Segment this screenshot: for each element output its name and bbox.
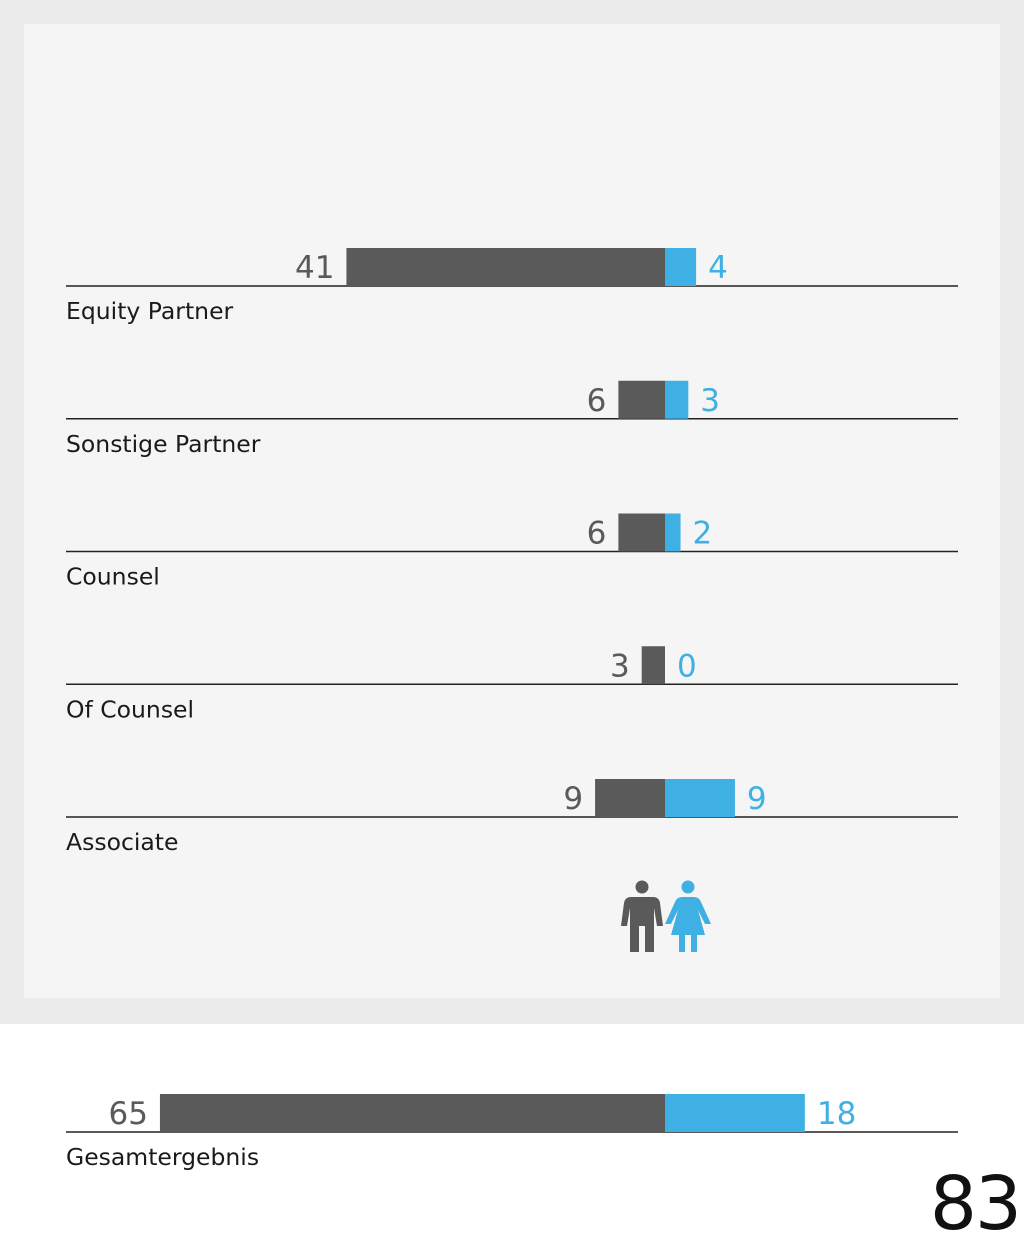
bar-men (618, 380, 665, 419)
value-label-women: 2 (693, 516, 713, 552)
chart-panel (24, 24, 1000, 998)
value-label-men: 65 (108, 1096, 147, 1132)
value-label-men: 6 (587, 516, 607, 552)
bar-men (641, 646, 665, 685)
woman-icon (665, 880, 711, 952)
bar-women (665, 779, 735, 817)
value-label-women: 4 (708, 250, 728, 286)
value-label-men: 3 (610, 648, 630, 684)
value-label-women: 9 (747, 781, 767, 817)
bar-women (665, 380, 689, 419)
bar-women (665, 248, 697, 286)
category-label: Counsel (66, 563, 160, 591)
value-label-women: 0 (677, 648, 697, 684)
category-label: Sonstige Partner (66, 430, 261, 458)
category-label: Gesamtergebnis (66, 1143, 259, 1171)
page-number: 83 (929, 1161, 1022, 1247)
bar-men (159, 1094, 665, 1132)
bar-women (665, 1094, 805, 1132)
category-label: Associate (66, 828, 178, 856)
chart-rows: 41 4 Equity Partner 6 3 Sonstige Partner 6 2 Cou… (66, 248, 958, 1171)
value-label-women: 18 (817, 1096, 856, 1132)
value-label-men: 9 (563, 781, 583, 817)
bar-men (595, 779, 665, 817)
value-label-men: 41 (295, 250, 334, 286)
category-label: Of Counsel (66, 695, 194, 723)
bar-women (665, 513, 681, 552)
category-label: Equity Partner (66, 297, 234, 325)
value-label-men: 6 (587, 383, 607, 419)
value-label-women: 3 (700, 383, 720, 419)
man-icon (621, 880, 663, 952)
bar-men (618, 513, 665, 552)
bar-men (346, 248, 665, 286)
